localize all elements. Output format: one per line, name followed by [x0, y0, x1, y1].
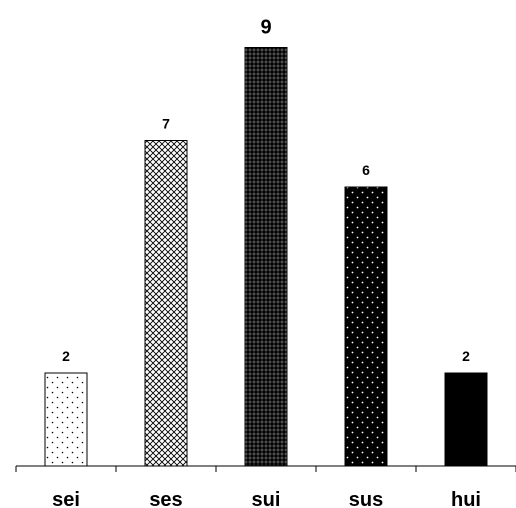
x-tick-label-sus: sus — [349, 489, 383, 508]
bar-sei — [44, 372, 88, 467]
bar-sui — [244, 47, 288, 467]
data-label-hui: 2 — [462, 348, 470, 364]
data-label-sui: 9 — [260, 17, 271, 39]
data-label-sei: 2 — [62, 348, 70, 364]
data-label-sus: 6 — [362, 162, 370, 178]
bars-layer — [44, 47, 488, 467]
x-ticks-layer — [15, 466, 516, 472]
x-tick-label-hui: hui — [451, 489, 481, 508]
bar-hui — [444, 372, 488, 467]
bar-sus — [344, 186, 388, 467]
data-label-ses: 7 — [162, 116, 170, 132]
x-tick-labels-layer: sei ses sui sus hui — [52, 489, 481, 508]
x-tick-label-sei: sei — [52, 489, 80, 508]
x-tick-label-sui: sui — [252, 489, 281, 508]
x-tick-label-ses: ses — [149, 489, 182, 508]
bar-ses — [144, 140, 188, 467]
data-labels-layer: 2 7 9 6 2 — [62, 17, 470, 365]
